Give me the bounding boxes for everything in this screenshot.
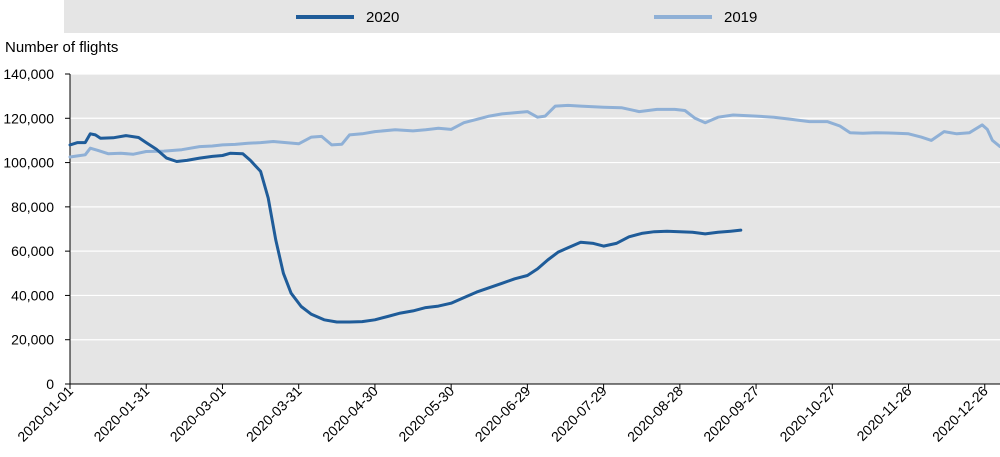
x-tick-label: 2020-04-30 (319, 383, 381, 445)
y-tick-label: 120,000 (3, 110, 54, 126)
series-line-2020 (68, 132, 743, 324)
x-tick-label: 2020-07-29 (548, 383, 610, 445)
y-tick-label: 20,000 (11, 332, 54, 348)
legend-background (64, 0, 1000, 33)
x-tick-label: 2020-12-26 (929, 383, 991, 445)
series-line-2019 (68, 103, 1000, 159)
x-tick-label: 2020-09-27 (700, 383, 762, 445)
y-axis-title: Number of flights (5, 39, 118, 56)
x-tick-label: 2020-05-30 (395, 383, 457, 445)
plot-area (70, 74, 1000, 384)
y-tick-label: 40,000 (11, 287, 54, 303)
x-tick-label: 2020-03-31 (243, 383, 305, 445)
x-tick-label: 2020-01-01 (14, 383, 76, 445)
x-tick-label: 2020-11-26 (853, 383, 914, 444)
y-tick-label: 80,000 (11, 199, 54, 215)
y-tick-label: 100,000 (3, 155, 54, 171)
x-tick-label: 2020-03-01 (167, 383, 229, 445)
series-lines (68, 103, 1000, 324)
x-tick-label: 2020-01-31 (90, 383, 152, 445)
y-tick-label: 0 (46, 376, 54, 392)
x-tick-label: 2020-10-27 (776, 383, 838, 445)
legend-label-2019: 2019 (724, 9, 757, 26)
y-tick-label: 60,000 (11, 243, 54, 259)
legend-label-2020: 2020 (366, 9, 399, 26)
y-tick-label: 140,000 (3, 66, 54, 82)
gridlines (69, 73, 1000, 385)
legend: 2020 2019 (296, 9, 757, 26)
x-tick-label: 2020-06-29 (472, 383, 534, 445)
y-axis: 0 20,000 40,000 60,000 80,000 100,000 120,000 1… (3, 66, 70, 392)
x-tick-label: 2020-08-28 (624, 383, 686, 445)
x-axis: 2020-01-01 2020-01-31 2020-03-01 2020-03-31… (14, 383, 991, 445)
